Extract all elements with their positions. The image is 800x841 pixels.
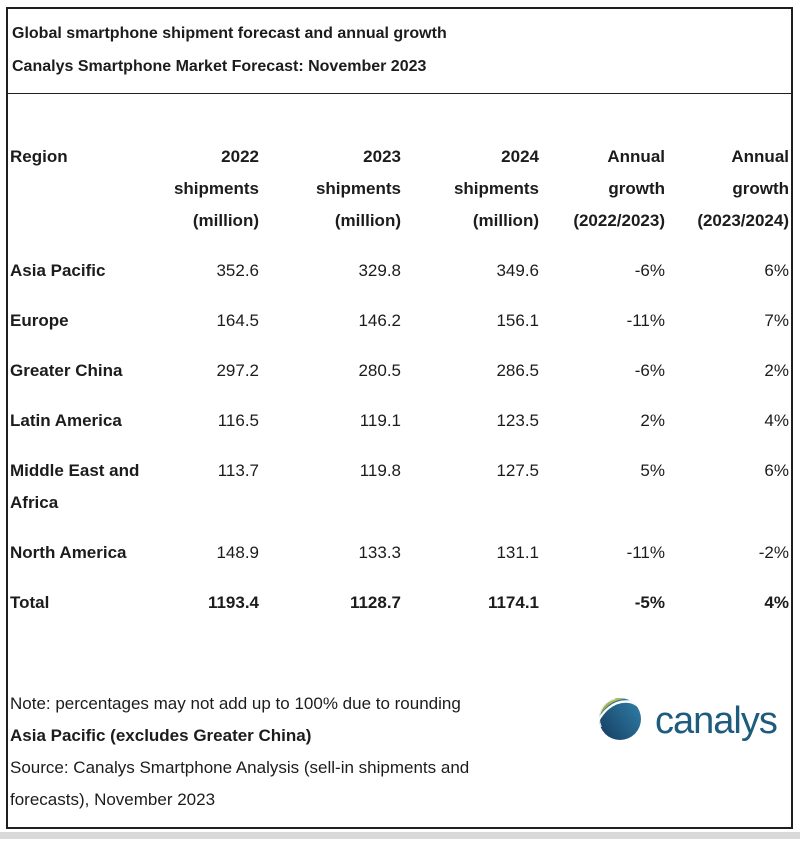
shipments-2023-cell: 146.2 [358, 311, 401, 330]
col-header-2023-shipments: 2023 shipments (million) [315, 147, 401, 230]
col-header-region: Region [10, 147, 68, 166]
shipments-2022-cell: 352.6 [216, 261, 259, 280]
shipments-2023-cell: 133.3 [358, 543, 401, 562]
shipments-2022-cell: 148.9 [216, 543, 259, 562]
exclusion-line: Asia Pacific (excludes Greater China) [10, 726, 312, 745]
shipments-2023-cell: 280.5 [358, 361, 401, 380]
canalys-logo: canalys [598, 697, 778, 746]
shipments-2023-cell: 1128.7 [349, 593, 401, 612]
page-subtitle: Canalys Smartphone Market Forecast: Nove… [12, 58, 427, 75]
shipments-2022-cell: 164.5 [216, 311, 259, 330]
growth-2022-2023-cell: 5% [640, 461, 665, 480]
growth-2023-2024-cell: 6% [764, 461, 789, 480]
bottom-strip [0, 832, 800, 839]
total-row: Total 1193.4 1128.7 1174.1 -5% 4% [8, 578, 791, 628]
forecast-table: Region 2022 shipments (million) 2023 shi… [8, 132, 791, 628]
region-cell: Asia Pacific [10, 261, 106, 280]
footnotes: Note: percentages may not add up to 100%… [8, 688, 791, 816]
region-cell: North America [10, 543, 127, 562]
canalys-wordmark: canalys [655, 700, 778, 742]
table-row: Asia Pacific 352.6 329.8 349.6 -6% 6% [8, 246, 791, 296]
note-line: Note: percentages may not add up to 100%… [10, 694, 461, 713]
source-line: Source: Canalys Smartphone Analysis (sel… [10, 758, 470, 809]
region-cell: Total [10, 593, 50, 612]
growth-2023-2024-cell: 4% [764, 411, 789, 430]
table-row: Greater China 297.2 280.5 286.5 -6% 2% [8, 346, 791, 396]
growth-2023-2024-cell: 6% [764, 261, 789, 280]
growth-2022-2023-cell: -6% [634, 261, 665, 280]
growth-2023-2024-cell: 7% [764, 311, 789, 330]
region-cell: Middle East and Africa [10, 461, 140, 512]
growth-2022-2023-cell: 2% [640, 411, 665, 430]
growth-2022-2023-cell: -5% [634, 593, 665, 612]
canalys-globe-icon [598, 697, 642, 746]
shipments-2022-cell: 116.5 [217, 411, 259, 430]
shipments-2022-cell: 297.2 [216, 361, 259, 380]
shipments-2023-cell: 329.8 [358, 261, 401, 280]
growth-2022-2023-cell: -11% [626, 543, 665, 562]
header-row: Region 2022 shipments (million) 2023 shi… [8, 132, 791, 246]
title-block: Global smartphone shipment forecast and … [8, 9, 791, 94]
col-header-growth-2023-2024: Annual growth (2023/2024) [697, 147, 789, 230]
shipments-2022-cell: 1193.4 [207, 593, 259, 612]
shipments-2023-cell: 119.8 [359, 461, 401, 480]
col-header-growth-2022-2023: Annual growth (2022/2023) [573, 147, 665, 230]
col-header-2022-shipments: 2022 shipments (million) [173, 147, 259, 230]
shipments-2023-cell: 119.1 [359, 411, 401, 430]
table-row: Middle East and Africa 113.7 119.8 127.5… [8, 446, 791, 528]
region-cell: Latin America [10, 411, 122, 430]
growth-2023-2024-cell: 2% [764, 361, 789, 380]
region-cell: Greater China [10, 361, 123, 380]
growth-2023-2024-cell: 4% [764, 593, 789, 612]
content-frame: Global smartphone shipment forecast and … [6, 7, 793, 829]
shipments-2024-cell: 349.6 [496, 261, 539, 280]
shipments-2022-cell: 113.7 [217, 461, 259, 480]
table-row: Europe 164.5 146.2 156.1 -11% 7% [8, 296, 791, 346]
shipments-2024-cell: 127.5 [496, 461, 539, 480]
shipments-2024-cell: 1174.1 [487, 593, 539, 612]
shipments-2024-cell: 156.1 [496, 311, 539, 330]
shipments-2024-cell: 131.1 [496, 543, 539, 562]
table-row: Latin America 116.5 119.1 123.5 2% 4% [8, 396, 791, 446]
growth-2022-2023-cell: -11% [626, 311, 665, 330]
growth-2023-2024-cell: -2% [758, 543, 789, 562]
region-cell: Europe [10, 311, 69, 330]
shipments-2024-cell: 123.5 [496, 411, 539, 430]
shipments-2024-cell: 286.5 [496, 361, 539, 380]
growth-2022-2023-cell: -6% [634, 361, 665, 380]
table-row: North America 148.9 133.3 131.1 -11% -2% [8, 528, 791, 578]
col-header-2024-shipments: 2024 shipments (million) [453, 147, 539, 230]
page-title: Global smartphone shipment forecast and … [12, 25, 447, 42]
